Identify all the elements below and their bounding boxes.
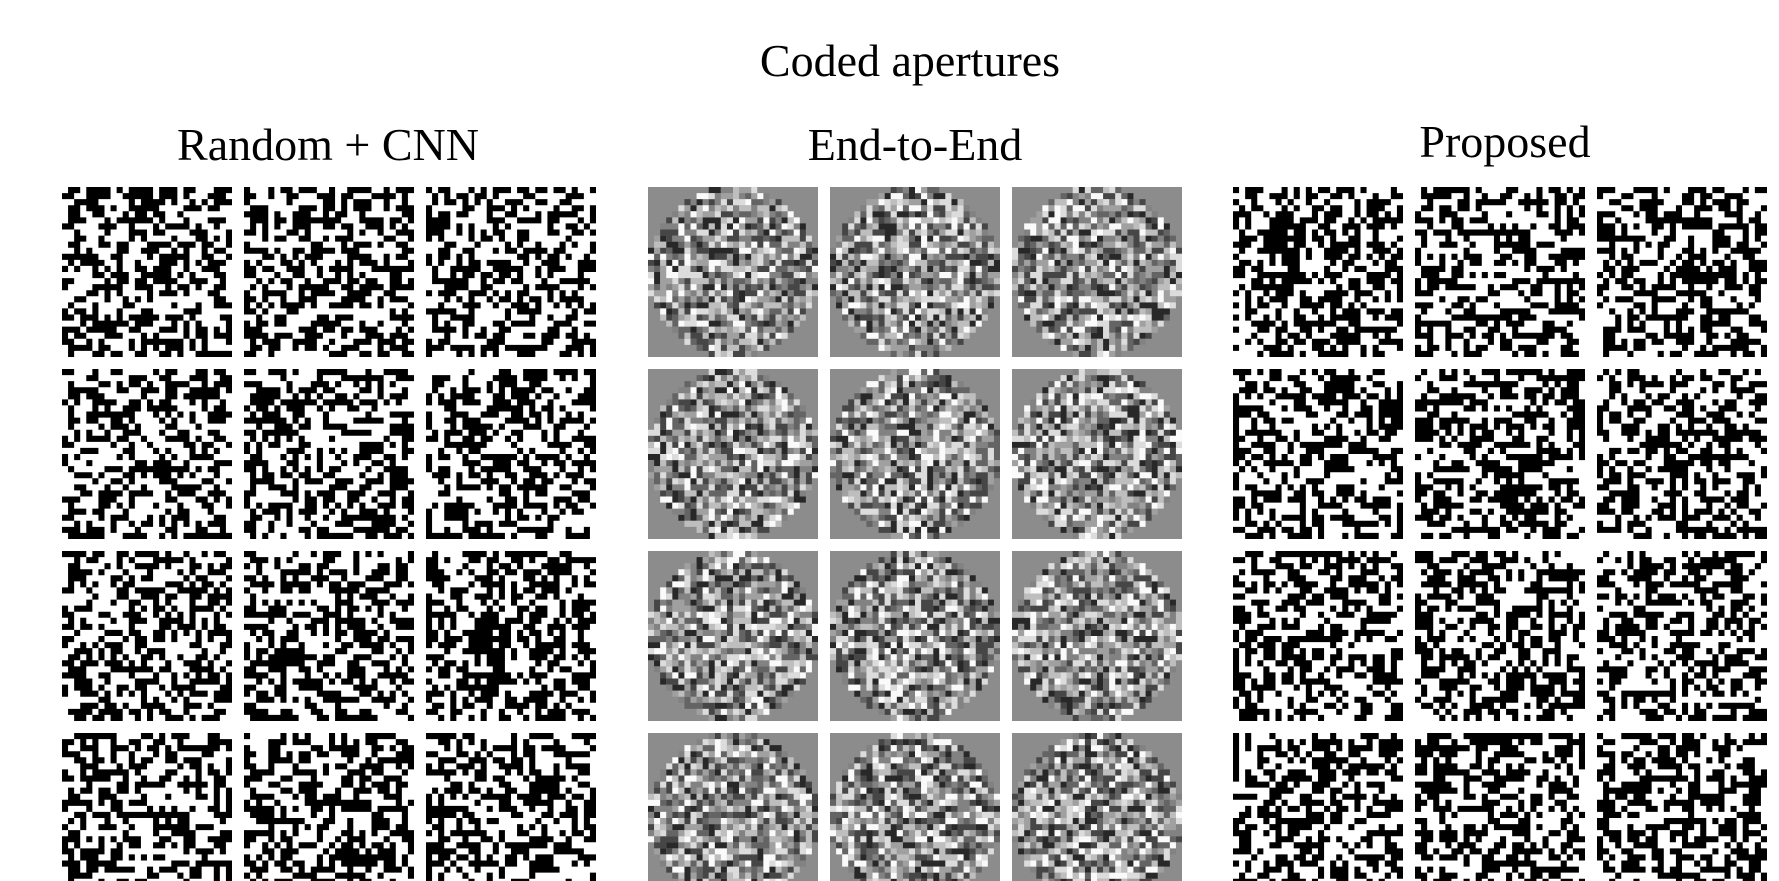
panel-title: Proposed (1419, 116, 1590, 167)
figure-title: Coded apertures (760, 35, 1060, 86)
panel-title: End-to-End (808, 119, 1023, 170)
tile-grids (62, 187, 1767, 881)
aperture-cells (1233, 369, 1403, 539)
figure: Coded apertures Random + CNN End-to-End … (0, 0, 1779, 881)
panel-title: Random + CNN (177, 119, 479, 170)
